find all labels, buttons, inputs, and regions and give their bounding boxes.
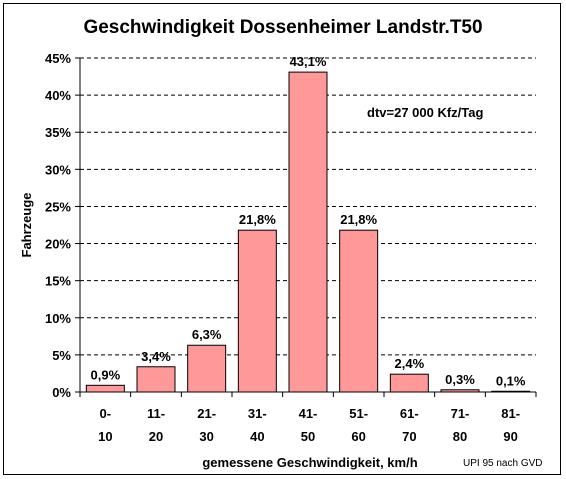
y-tick-label: 15%	[45, 274, 71, 289]
chart-frame	[3, 3, 561, 475]
dtv-annotation: dtv=27 000 Kfz/Tag	[367, 105, 484, 120]
bar	[237, 229, 277, 393]
x-tick-label: 70	[402, 429, 416, 444]
x-tick-label: 11-	[147, 406, 165, 421]
x-tick-label: 61-	[400, 406, 419, 421]
bar	[339, 229, 379, 393]
data-label: 6,3%	[192, 327, 222, 342]
data-label: 43,1%	[290, 54, 327, 69]
data-labels: 0,9% 3,4% 6,3% 21,8% 43,1% 21,8% 2,4% 0,3% 0,1%	[91, 54, 526, 388]
data-label: 3,4%	[141, 349, 171, 364]
source-note: UPI 95 nach GVD	[463, 458, 542, 469]
bar	[288, 71, 328, 393]
axes	[75, 57, 537, 397]
y-tick-label: 40%	[45, 88, 71, 103]
y-tick-label: 10%	[45, 311, 71, 326]
bar	[136, 366, 176, 393]
y-tick-labels: 0% 5% 10% 15% 20% 25% 30% 35% 40% 45%	[45, 51, 71, 400]
x-tick-label: 71-	[451, 406, 470, 421]
x-tick-label: 20	[149, 429, 163, 444]
x-tick-label: 50	[301, 429, 315, 444]
x-axis-label: gemessene Geschwindigkeit, km/h	[202, 455, 417, 470]
y-tick-label: 45%	[45, 51, 71, 66]
y-tick-label: 35%	[45, 125, 71, 140]
y-tick-label: 5%	[52, 348, 71, 363]
chart-title: Geschwindigkeit Dossenheimer Landstr.T50	[83, 17, 482, 38]
data-label: 0,3%	[445, 372, 475, 387]
x-tick-label: 31-	[248, 406, 267, 421]
x-tick-label: 10	[98, 429, 112, 444]
x-tick-label: 51-	[349, 406, 368, 421]
bar	[187, 344, 227, 393]
x-tick-label: 21-	[197, 406, 216, 421]
y-tick-label: 0%	[52, 385, 71, 400]
x-tick-label: 90	[503, 429, 517, 444]
x-tick-label: 80	[453, 429, 467, 444]
x-tick-label: 60	[351, 429, 365, 444]
x-tick-labels: 0- 10 11- 20 21- 30 31- 40 41- 50 51- 60 61- 70 71- 80 8…	[98, 406, 520, 444]
x-tick-label: 0-	[100, 406, 112, 421]
y-tick-label: 20%	[45, 237, 71, 252]
data-label: 21,8%	[340, 212, 377, 227]
x-tick-label: 41-	[299, 406, 318, 421]
data-label: 0,9%	[91, 367, 121, 382]
y-tick-label: 30%	[45, 162, 71, 177]
data-label: 2,4%	[395, 356, 425, 371]
bar	[389, 373, 429, 393]
bar	[85, 384, 125, 393]
data-label: 21,8%	[239, 212, 276, 227]
y-axis-label: Fahrzeuge	[19, 192, 34, 257]
bars	[85, 71, 531, 393]
x-tick-label: 81-	[501, 406, 520, 421]
x-tick-label: 40	[250, 429, 264, 444]
y-tick-label: 25%	[45, 199, 71, 214]
x-tick-label: 30	[199, 429, 213, 444]
data-label: 0,1%	[496, 373, 526, 388]
